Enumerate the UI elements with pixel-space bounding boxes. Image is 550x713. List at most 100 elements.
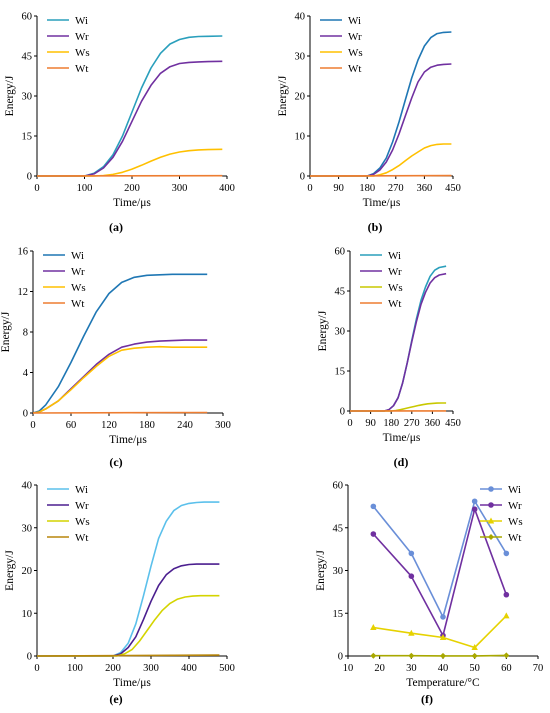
data-point-wr (471, 506, 478, 513)
x-axis-title: Time/μs (113, 677, 151, 689)
y-axis-title: Energy/J (4, 550, 16, 591)
y-tick-label: 15 (335, 367, 346, 378)
y-axis-title: Energy/J (317, 310, 329, 351)
y-tick-label: 10 (295, 132, 306, 143)
y-tick-label: 4 (23, 368, 29, 379)
y-tick-label: 0 (338, 652, 343, 663)
y-axis-title: Energy/J (4, 75, 16, 116)
x-tick-label: 500 (219, 663, 235, 674)
data-point-ws (408, 629, 415, 636)
y-tick-label: 30 (295, 52, 306, 63)
y-tick-label: 15 (22, 132, 33, 143)
series-line-ws (37, 594, 220, 657)
panel-label: (d) (394, 455, 409, 469)
series-line-ws (310, 143, 452, 177)
y-tick-label: 0 (340, 407, 345, 418)
chart-panel-a: 0 100 200 300 400015304560Time/μsEnergy/JWiW… (4, 12, 235, 235)
y-tick-label: 15 (333, 609, 344, 620)
y-tick-label: 60 (333, 481, 344, 492)
legend-marker-wt (488, 534, 494, 540)
x-axis-title: Time/μs (363, 197, 401, 209)
y-tick-label: 30 (22, 523, 33, 534)
legend-label-wt: Wt (71, 298, 84, 310)
chart-panel-d: 0 90 180 270 360 450 0 15 30 45 60 Time/μs Energy/J W… (317, 247, 461, 470)
legend-label-ws: Ws (508, 516, 523, 528)
legend-label-wr: Wr (71, 266, 85, 278)
y-tick-label: 60 (22, 12, 33, 23)
x-axis-title: Time/μs (113, 197, 151, 209)
data-point-wt (408, 652, 415, 659)
x-tick-label: 40 (438, 663, 449, 674)
y-axis-title: Energy/J (277, 75, 289, 116)
x-tick-label: 0 (34, 183, 39, 194)
data-point-ws (471, 643, 478, 650)
y-tick-label: 30 (22, 92, 33, 103)
data-point-wi (471, 498, 478, 505)
data-point-wr (503, 591, 510, 598)
series-line-wr (350, 272, 447, 412)
legend-label-wr: Wr (75, 31, 89, 43)
legend: Wi Wr Ws Wt (480, 484, 523, 544)
y-tick-label: 20 (22, 566, 33, 577)
legend-label-wr: Wr (388, 266, 402, 278)
y-tick-label: 40 (22, 481, 33, 492)
x-tick-label: 100 (67, 663, 83, 674)
legend-label-wt: Wt (75, 532, 88, 544)
x-tick-label: 180 (383, 418, 399, 429)
x-tick-label: 100 (77, 183, 93, 194)
x-tick-label: 180 (359, 183, 375, 194)
legend: Wi Wr Ws Wt (47, 484, 90, 544)
x-tick-label: 0 (347, 418, 352, 429)
data-point-wt (440, 652, 446, 659)
legend-label-wt: Wt (388, 298, 401, 310)
series-line-wi (32, 273, 208, 414)
legend-marker-ws (487, 517, 495, 524)
y-axis-title: Energy/J (315, 550, 327, 591)
series-line-wt (32, 411, 208, 414)
x-tick-label: 200 (105, 663, 121, 674)
data-point-wi (440, 614, 446, 620)
data-point-wi (408, 550, 415, 557)
x-tick-label: 360 (425, 418, 441, 429)
legend-label-wi: Wi (348, 15, 361, 27)
legend: Wi Wr Ws Wt (47, 15, 90, 75)
data-point-wr (370, 531, 377, 537)
legend-label-wt: Wt (75, 63, 88, 75)
y-tick-label: 30 (333, 566, 344, 577)
x-tick-label: 450 (445, 418, 461, 429)
series-line-ws (32, 345, 208, 414)
legend-label-wr: Wr (75, 500, 89, 512)
legend-label-wi: Wi (388, 250, 401, 262)
y-tick-label: 45 (333, 523, 344, 534)
x-tick-label: 400 (181, 663, 197, 674)
legend-label-ws: Ws (388, 282, 403, 294)
x-tick-label: 20 (374, 663, 385, 674)
x-tick-label: 300 (215, 420, 231, 431)
y-tick-label: 40 (295, 12, 306, 23)
panel-label: (c) (109, 455, 122, 469)
y-tick-label: 30 (335, 327, 346, 338)
x-tick-label: 0 (30, 420, 35, 431)
x-tick-label: 300 (172, 183, 188, 194)
x-tick-label: 0 (307, 183, 312, 194)
panel-label: (b) (368, 220, 383, 234)
legend-label-ws: Ws (75, 516, 90, 528)
y-axis-title: Energy/J (0, 311, 12, 352)
legend-marker-wi (488, 486, 494, 492)
data-point-wi (503, 550, 510, 557)
y-tick-label: 0 (27, 172, 32, 183)
series-line-ws (350, 402, 447, 412)
x-tick-label: 60 (66, 420, 77, 431)
x-tick-label: 70 (533, 663, 544, 674)
legend-label-wi: Wi (75, 15, 88, 27)
x-tick-label: 120 (101, 420, 117, 431)
y-tick-label: 10 (22, 609, 33, 620)
x-axis-title: Time/μs (383, 432, 421, 444)
x-tick-label: 450 (445, 183, 461, 194)
x-tick-label: 240 (177, 420, 193, 431)
series-line-wt (373, 654, 507, 657)
y-tick-label: 0 (27, 652, 32, 663)
series-line-wi (372, 500, 507, 618)
x-tick-label: 60 (501, 663, 512, 674)
series-line-wt (36, 654, 220, 657)
